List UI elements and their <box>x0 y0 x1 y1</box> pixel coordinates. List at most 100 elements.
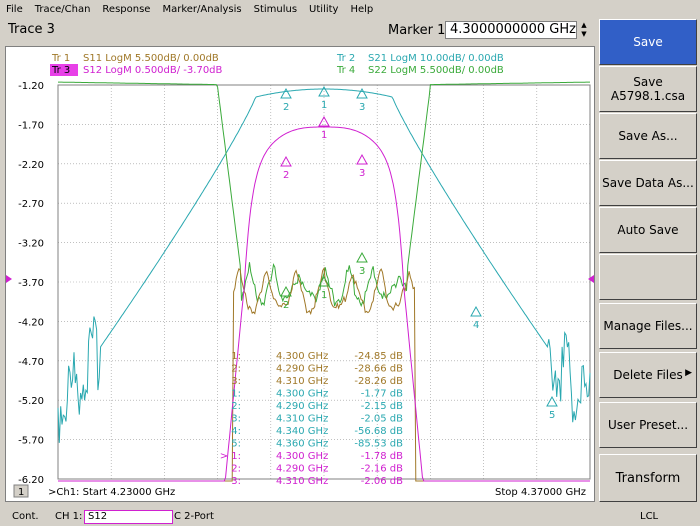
softkey-sublabel: A5798.1.csa <box>610 89 686 103</box>
y-tick-label: -2.70 <box>18 199 44 210</box>
marker-readout-freq: 4.340 GHz <box>276 426 328 437</box>
softkey-label: Save As... <box>618 129 678 143</box>
softkey-delete-files-button[interactable]: Delete Files ▶ <box>599 352 697 398</box>
softkey-label: User Preset... <box>607 418 689 432</box>
softkey-label: Delete Files <box>613 368 683 382</box>
marker-readout-freq: 4.290 GHz <box>276 464 328 475</box>
measurement-chart[interactable]: -1.20 -1.70 -2.20 -2.70 -3.20 -3.70 -4.20 -4.70… <box>5 46 595 502</box>
marker-readout-freq: 4.300 GHz <box>276 351 328 362</box>
series-s22-line <box>58 81 590 308</box>
trace-description: S22 LogM 5.500dB/ 0.00dB <box>368 65 504 76</box>
marker-number: 5 <box>549 410 555 421</box>
softkey-auto-save-button[interactable]: Auto Save <box>599 207 697 253</box>
status-cont: Cont. <box>12 511 39 522</box>
status-lcl: LCL <box>640 511 659 522</box>
marker-readout-value: -2.15 dB <box>361 401 403 412</box>
marker-readout-id: 1: <box>231 389 241 400</box>
softkey-blank-button[interactable] <box>599 254 697 300</box>
y-tick-label: -3.70 <box>18 278 44 289</box>
marker-readout-freq: 4.310 GHz <box>276 476 328 487</box>
menu-stimulus[interactable]: Stimulus <box>253 3 298 15</box>
marker-readout-value: -2.05 dB <box>361 414 403 425</box>
channel-number-box <box>13 484 29 498</box>
softkey-save-as-button[interactable]: Save As... <box>599 113 697 159</box>
marker-frequency-input[interactable]: 4.3000000000 GHz <box>445 21 577 39</box>
marker-triangle-icon <box>356 153 368 165</box>
stop-frequency: Stop 4.37000 GHz <box>495 487 586 498</box>
softkey-label: Save <box>633 75 663 89</box>
marker-readout-id: 1: <box>231 351 241 362</box>
marker-readout-freq: 4.290 GHz <box>276 401 328 412</box>
marker-spin-arrows[interactable]: ▲ ▼ <box>581 21 587 38</box>
trace-label: Tr 1 <box>51 53 70 64</box>
marker-readout-value: -1.78 dB <box>361 451 403 462</box>
status-parameter[interactable]: S12 <box>84 510 173 524</box>
y-tick-label: -5.70 <box>18 436 44 447</box>
marker-readout-freq: 4.310 GHz <box>276 376 328 387</box>
softkey-transform-button[interactable]: Transform <box>599 454 697 502</box>
marker-triangle-icon <box>280 155 292 167</box>
softkey-save-data-as-button[interactable]: Save Data As... <box>599 160 697 206</box>
plot-svg: -1.20 -1.70 -2.20 -2.70 -3.20 -3.70 -4.20 -4.70… <box>6 53 594 498</box>
marker-triangle-icon <box>356 251 368 263</box>
submenu-arrow-icon: ▶ <box>685 368 692 378</box>
marker-number: 2 <box>283 300 289 311</box>
softkey-user-preset-button[interactable]: User Preset... <box>599 402 697 448</box>
softkey-label: Save Data As... <box>602 176 694 190</box>
marker-readout-freq: 4.290 GHz <box>276 364 328 375</box>
start-frequency: >Ch1: Start 4.23000 GHz <box>48 487 175 498</box>
y-tick-label: -4.20 <box>18 317 44 328</box>
marker-readout-value: -56.68 dB <box>354 426 403 437</box>
softkey-label: Manage Files... <box>603 319 693 333</box>
trace-label: Tr 4 <box>336 65 355 76</box>
softkey-label: Transform <box>615 470 681 486</box>
marker-readout-freq: 4.300 GHz <box>276 389 328 400</box>
marker-number: 4 <box>473 320 479 331</box>
marker-readout-freq: 4.360 GHz <box>276 439 328 450</box>
plot-frame <box>57 84 591 480</box>
marker-triangle-icon <box>280 285 292 297</box>
marker-triangle-icon <box>546 395 558 407</box>
active-trace-highlight <box>50 64 78 76</box>
menu-utility[interactable]: Utility <box>309 3 339 15</box>
softkey-save-button[interactable]: Save <box>599 19 697 65</box>
series-s21-line <box>57 88 591 443</box>
menu-file[interactable]: File <box>6 3 23 15</box>
series-s12-line <box>58 126 590 482</box>
softkey-manage-files-button[interactable]: Manage Files... <box>599 303 697 349</box>
menu-response[interactable]: Response <box>102 3 151 15</box>
marker-triangle-icon <box>280 87 292 99</box>
y-tick-label: -2.20 <box>18 160 44 171</box>
channel-number: 1 <box>18 487 24 498</box>
softkey-panel: Save Save A5798.1.csa Save As... Save Data A… <box>598 19 700 506</box>
ref-right-icon <box>588 275 594 283</box>
marker-readout-id: 5: <box>231 439 241 450</box>
marker-readout-value: -2.16 dB <box>361 464 403 475</box>
marker-number: 2 <box>283 102 289 113</box>
y-tick-label: -6.20 <box>18 475 44 486</box>
marker-triangle-icon <box>356 87 368 99</box>
marker-readout-value: -28.66 dB <box>354 364 403 375</box>
menu-help[interactable]: Help <box>350 3 374 15</box>
marker-readout-id: 3: <box>231 376 241 387</box>
marker-readout-value: -28.26 dB <box>354 376 403 387</box>
status-channel: CH 1: <box>55 511 83 522</box>
menu-trace-chan[interactable]: Trace/Chan <box>34 3 91 15</box>
marker-triangle-icon <box>318 115 330 127</box>
trace-description: S12 LogM 0.500dB/ -3.70dB <box>83 65 223 76</box>
marker-readout-freq: 4.310 GHz <box>276 414 328 425</box>
marker-readout-id: 3: <box>231 414 241 425</box>
marker-number: 2 <box>283 170 289 181</box>
ref-left-icon <box>6 275 12 283</box>
trace-label: Tr 2 <box>336 53 355 64</box>
softkey-label: Auto Save <box>617 223 679 237</box>
softkey-save-button[interactable]: Save A5798.1.csa <box>599 66 697 112</box>
marker-readout-id: 2: <box>231 464 241 475</box>
menu-marker-analysis[interactable]: Marker/Analysis <box>162 3 242 15</box>
menu-bar: File Trace/Chan Response Marker/Analysis Sti… <box>0 0 700 18</box>
y-tick-label: -1.20 <box>18 81 44 92</box>
trace-header: Trace 3 Marker 1 4.3000000000 GHz ▲ ▼ <box>0 18 597 44</box>
marker-readout-id: 2: <box>231 364 241 375</box>
marker-number: 1 <box>321 130 327 141</box>
marker-readout-value: -2.06 dB <box>361 476 403 487</box>
